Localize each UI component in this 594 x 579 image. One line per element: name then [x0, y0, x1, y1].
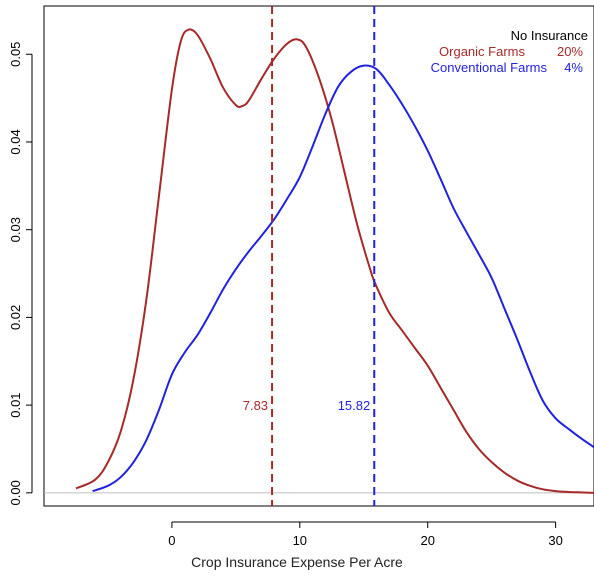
y-tick-label: 0.04: [8, 129, 23, 154]
y-axis: 0.00 0.01 0.02 0.03 0.04 0.05: [8, 42, 33, 505]
density-curves: [75, 28, 594, 494]
legend-organic-value: 20%: [557, 44, 583, 59]
x-tick-label: 30: [548, 533, 562, 548]
organic-density-curve: [75, 28, 594, 494]
y-tick-label: 0.05: [8, 42, 23, 67]
x-tick-label: 10: [293, 533, 307, 548]
y-tick-label: 0.02: [8, 305, 23, 330]
x-tick-label: 0: [168, 533, 175, 548]
legend-organic-label: Organic Farms: [439, 44, 525, 59]
y-tick-label: 0.01: [8, 392, 23, 417]
conventional-mean-label: 15.82: [338, 398, 371, 413]
legend-title: No Insurance: [511, 28, 588, 43]
y-tick-label: 0.03: [8, 217, 23, 242]
mean-lines: 7.83 15.82: [243, 6, 376, 506]
x-tick-label: 20: [420, 533, 434, 548]
organic-mean-label: 7.83: [243, 398, 268, 413]
conventional-density-curve: [92, 64, 594, 493]
y-tick-label: 0.00: [8, 480, 23, 505]
x-axis: 0 10 20 30: [168, 521, 563, 548]
plot-frame: [43, 5, 594, 507]
x-axis-title: Crop Insurance Expense Per Acre: [191, 554, 403, 570]
legend-conventional-label: Conventional Farms: [431, 60, 548, 75]
legend: No Insurance Organic Farms 20% Conventio…: [431, 28, 588, 75]
legend-conventional-value: 4%: [564, 60, 583, 75]
